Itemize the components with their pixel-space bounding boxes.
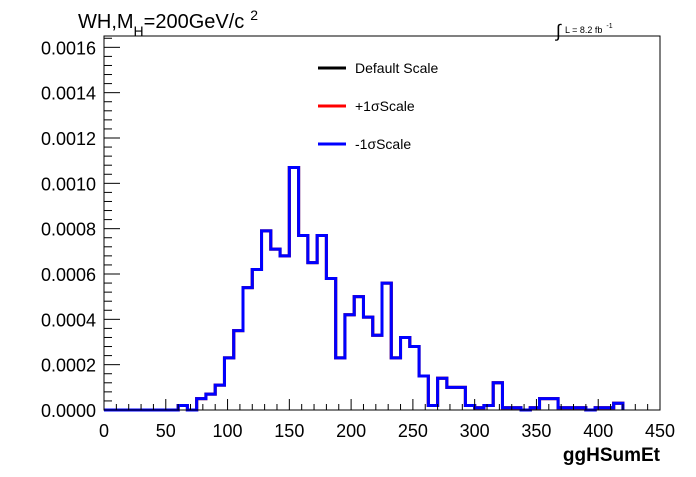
y-tick-label: 0.0008 <box>41 220 96 240</box>
chart-title-superscript: 2 <box>250 7 258 23</box>
luminosity-label: ∫ L = 8.2 fb -1 <box>554 21 613 41</box>
chart-title: WH,MH=200GeV/c 2 <box>78 7 258 39</box>
y-tick-label: 0.0016 <box>41 38 96 58</box>
x-tick-label: 250 <box>398 421 428 441</box>
chart-title-prefix: WH,M <box>78 11 134 33</box>
y-tick-label: 0.0014 <box>41 84 96 104</box>
series-line-2 <box>104 165 625 412</box>
chart-title-main: =200GeV/c <box>144 11 245 33</box>
legend-label: +1σScale <box>355 98 415 114</box>
y-axis: 0.0000 0.0002 0.0004 0.0006 0.0008 0.0010 0.00… <box>41 37 120 421</box>
luminosity-text: L = 8.2 fb <box>565 25 602 35</box>
y-tick-label: 0.0002 <box>41 356 96 376</box>
legend-label: Default Scale <box>355 60 438 76</box>
x-tick-label: 200 <box>336 421 366 441</box>
y-tick-label: 0.0000 <box>41 401 96 421</box>
y-tick-label: 0.0012 <box>41 129 96 149</box>
x-tick-label: 50 <box>156 421 176 441</box>
histogram-series-group <box>104 165 625 412</box>
y-tick-label: 0.0010 <box>41 174 96 194</box>
luminosity-integral: ∫ <box>554 21 562 41</box>
legend-label: -1σScale <box>355 136 411 152</box>
x-tick-label: 400 <box>583 421 613 441</box>
y-tick-label: 0.0004 <box>41 310 96 330</box>
x-tick-label: 450 <box>645 421 675 441</box>
x-axis-title: ggHSumEt <box>563 445 661 466</box>
x-tick-label: 150 <box>274 421 304 441</box>
x-tick-label: 100 <box>213 421 243 441</box>
x-axis: 0 50 100 150 200 250 300 350 400 450 <box>99 399 675 441</box>
x-tick-label: 0 <box>99 421 109 441</box>
y-tick-label: 0.0006 <box>41 265 96 285</box>
luminosity-superscript: -1 <box>606 23 612 30</box>
legend: Default Scale +1σScale -1σScale <box>318 60 438 152</box>
chart-title-subscript: H <box>134 23 144 39</box>
x-tick-label: 300 <box>460 421 490 441</box>
plot-frame <box>103 35 661 411</box>
x-tick-label: 350 <box>521 421 551 441</box>
